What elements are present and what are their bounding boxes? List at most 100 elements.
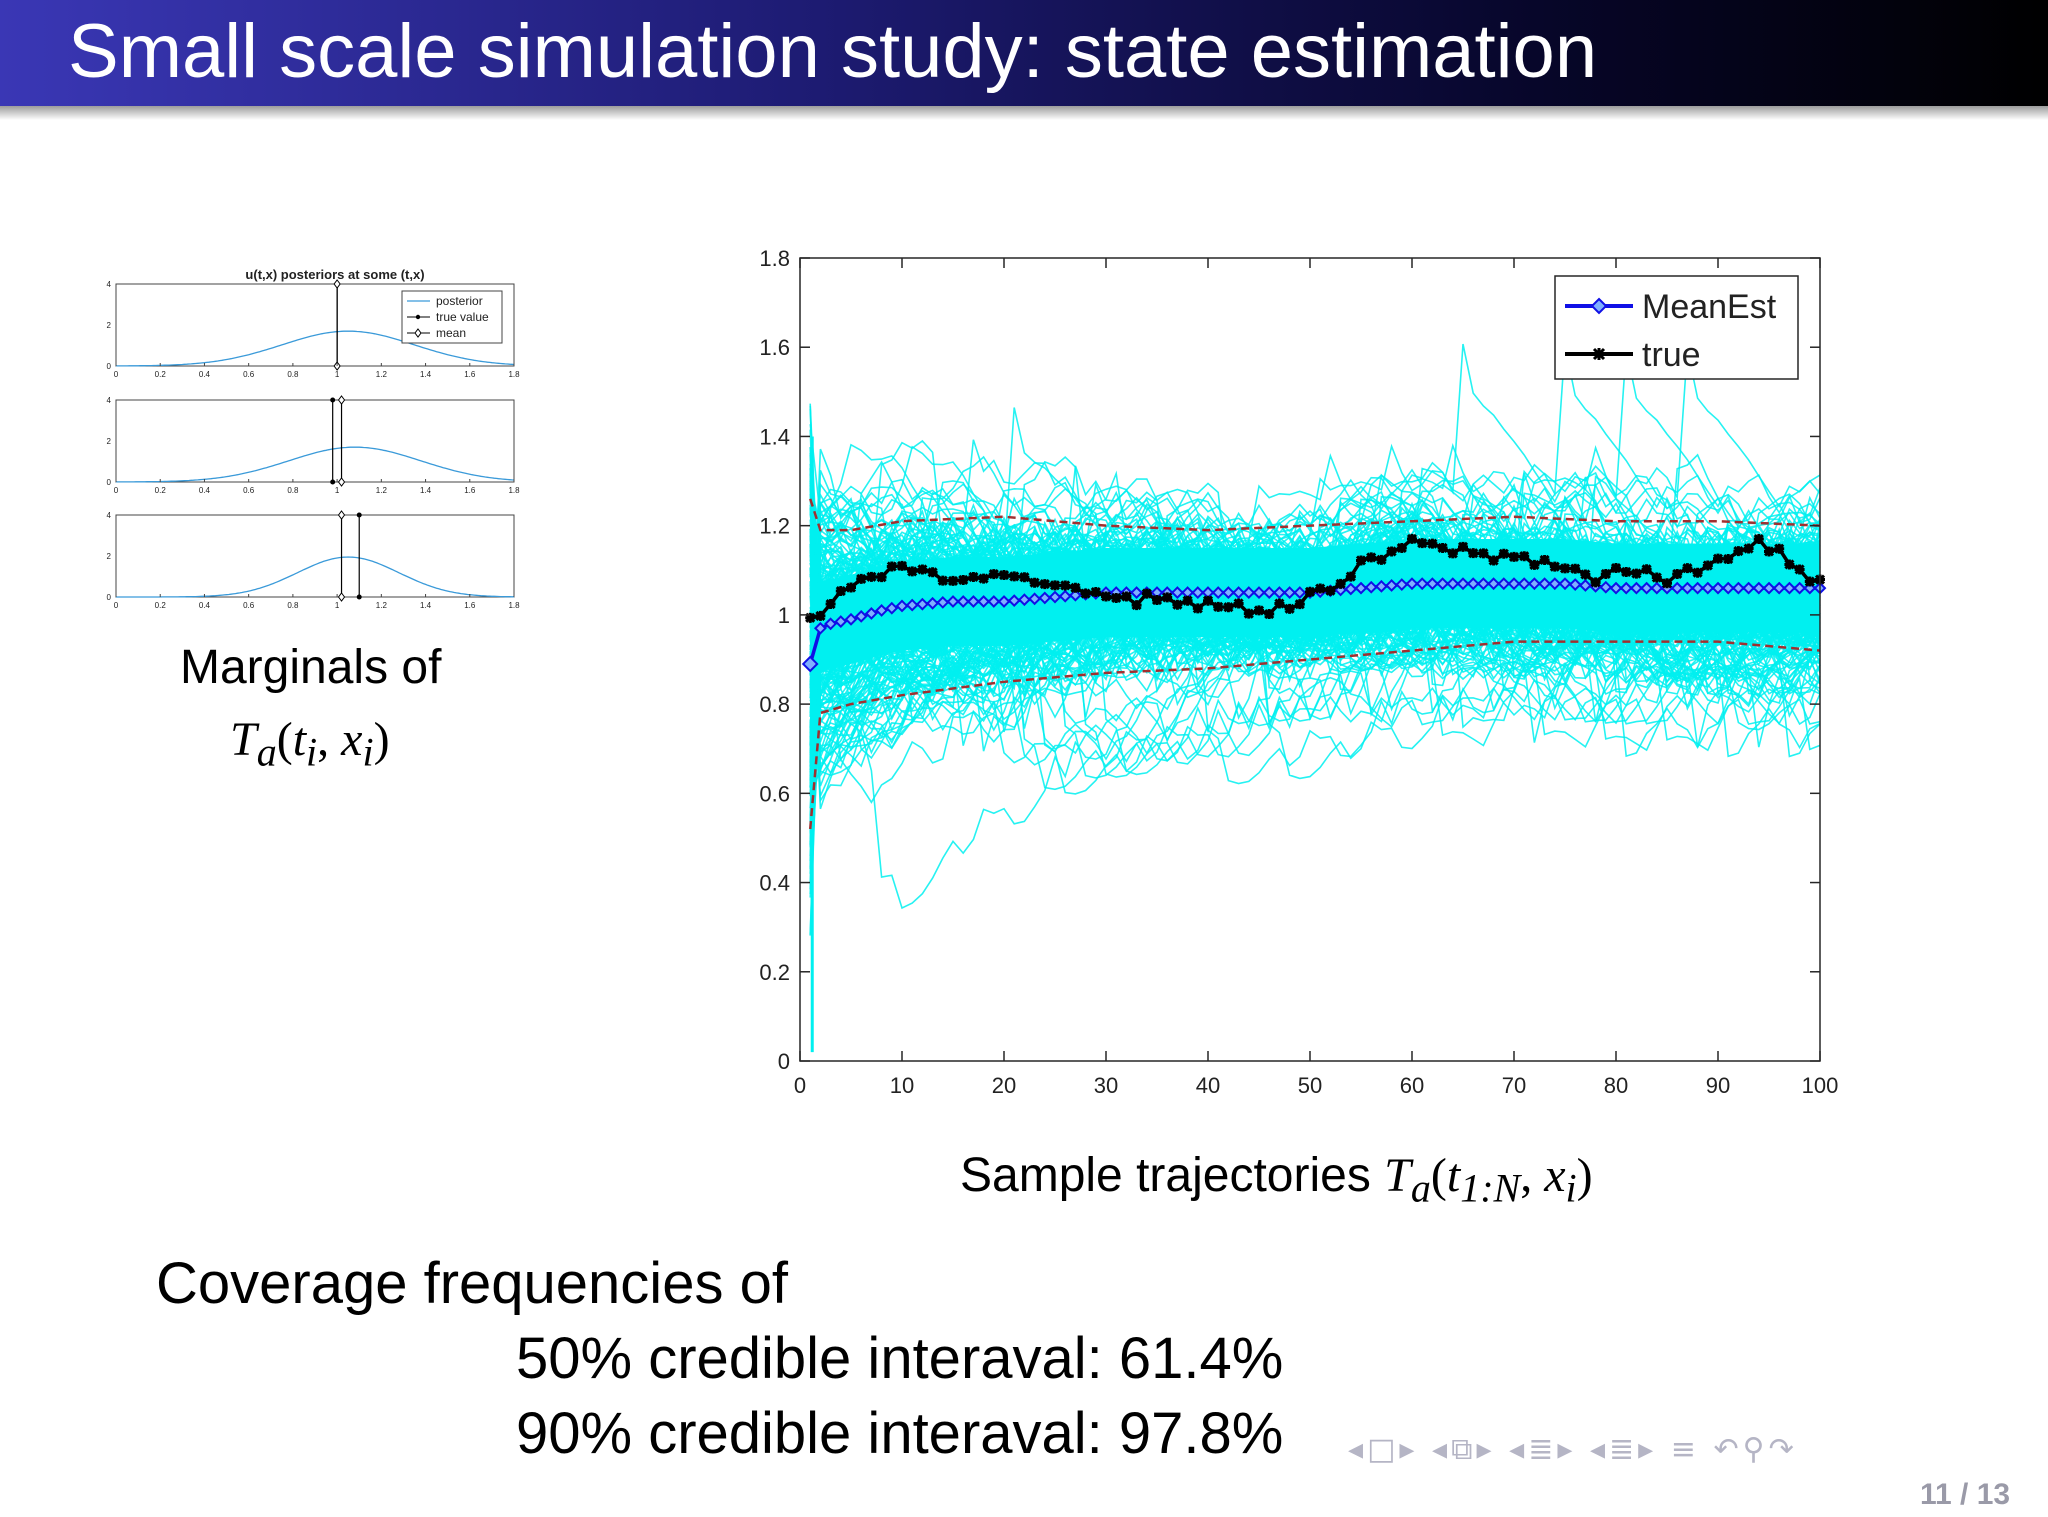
- nav-prev-section-icon[interactable]: ◂: [1509, 1432, 1529, 1467]
- meanest-point: [1191, 586, 1205, 599]
- true-point: [1427, 538, 1438, 549]
- true-point: [1723, 553, 1734, 565]
- posterior-subplot: 0 0.2 0.4 0.6 0.8 1 1.2 1.4 1.6 1.8 0 2 4: [107, 395, 520, 495]
- small-y-tick-label: 0: [107, 362, 112, 371]
- subplot-box: [115, 399, 515, 483]
- true-point: [1049, 580, 1061, 591]
- true-point: [1202, 595, 1214, 606]
- meanest-point: [1680, 581, 1694, 595]
- meanest-point: [1497, 577, 1511, 591]
- nav-next-frame-icon[interactable]: ▸: [1399, 1432, 1419, 1467]
- marginals-caption-math: Ta(ti, xi): [230, 712, 390, 776]
- true-point: [1641, 564, 1652, 575]
- true-point: [1702, 560, 1713, 571]
- math-sub-i-right: i: [1565, 1165, 1577, 1211]
- coverage-50: 50% credible interaval: 61.4%: [516, 1326, 1284, 1391]
- nav-frame-icon[interactable]: □: [1367, 1432, 1400, 1467]
- nav-search-icon[interactable]: ⚲: [1742, 1432, 1769, 1467]
- meanest-point: [1782, 581, 1796, 595]
- math-t: t: [292, 713, 307, 766]
- small-legend-mean-marker: [414, 328, 422, 338]
- true-point: [1753, 533, 1764, 545]
- small-x-tick-label: 1.4: [420, 486, 432, 495]
- true-point: [1468, 548, 1479, 559]
- meanest-point: [1538, 577, 1552, 591]
- slide-header-bar: [0, 0, 2048, 106]
- nav-forward-icon[interactable]: ↷: [1768, 1432, 1798, 1467]
- true-point: [1478, 548, 1489, 559]
- nav-prev-page-icon[interactable]: ◂: [1589, 1432, 1609, 1467]
- meanest-point: [1691, 581, 1705, 595]
- true-point: [1223, 602, 1234, 613]
- small-x-tick-label: 0.6: [243, 601, 255, 610]
- x-tick-label: 90: [1706, 1073, 1730, 1098]
- true-point: [1253, 605, 1265, 616]
- meanest-point: [1772, 581, 1786, 595]
- meanest-point: [1711, 581, 1725, 595]
- math-T-right: T: [1384, 1149, 1411, 1202]
- y-tick-label: 0.8: [759, 692, 790, 717]
- true-point: [1396, 542, 1407, 554]
- y-tick-label: 1.4: [759, 424, 790, 449]
- nav-prev-subsection-icon[interactable]: ◂: [1432, 1432, 1452, 1467]
- meanest-point: [1007, 594, 1021, 608]
- nav-next-section-icon[interactable]: ▸: [1557, 1432, 1577, 1467]
- true-point: [1182, 595, 1193, 606]
- small-x-tick-label: 0.4: [199, 486, 211, 495]
- true-point: [1743, 543, 1754, 554]
- true-point: [1100, 591, 1112, 602]
- meanest-point: [1609, 581, 1623, 595]
- true-point: [1794, 564, 1805, 575]
- y-tick-label: 1: [778, 603, 790, 628]
- meanest-point: [1252, 586, 1266, 599]
- small-x-tick-label: 1.8: [508, 486, 520, 495]
- meanest-point: [1017, 593, 1031, 607]
- meanest-point: [1507, 577, 1521, 591]
- small-x-tick-label: 0: [114, 370, 119, 379]
- nav-section-icon[interactable]: ≣: [1528, 1432, 1558, 1467]
- trajectories-caption: Sample trajectories Ta(t1:N, xi): [960, 1148, 1593, 1212]
- meanest-point: [1742, 581, 1756, 595]
- meanest-point: [1262, 586, 1276, 599]
- posterior-marginals-chart: u(t,x) posteriors at some (t,x) 0 0.2 0.4 0.…: [107, 267, 521, 610]
- nav-prev-frame-icon[interactable]: ◂: [1348, 1432, 1368, 1467]
- meanest-point: [1415, 577, 1429, 591]
- meanest-point: [1548, 577, 1562, 591]
- subplot-box: [115, 514, 515, 598]
- nav-outline-icon[interactable]: ≡: [1670, 1432, 1700, 1467]
- meanest-point: [977, 595, 991, 608]
- math-open-paren-right: (: [1430, 1149, 1447, 1202]
- true-point: [1376, 554, 1387, 565]
- true-point: [1672, 568, 1683, 580]
- small-legend-true-marker: [415, 314, 421, 320]
- lower-credible-band: [808, 640, 1821, 830]
- meanest-point: [1558, 577, 1572, 591]
- legend-true-label: true: [1642, 336, 1701, 374]
- y-tick-label: 1.2: [759, 514, 790, 539]
- nav-next-page-icon[interactable]: ▸: [1638, 1432, 1658, 1467]
- math-comma-right: ,: [1520, 1149, 1545, 1202]
- marginals-caption: Marginals of: [180, 640, 441, 695]
- nav-subsection-icon[interactable]: ⧉: [1451, 1432, 1477, 1467]
- meanest-point: [1487, 577, 1501, 591]
- true-point: [1610, 562, 1622, 574]
- meanest-point: [885, 601, 899, 615]
- nav-back-icon[interactable]: ↶: [1713, 1432, 1743, 1467]
- true-point: [1661, 578, 1673, 589]
- small-x-tick-label: 1.4: [420, 601, 432, 610]
- meanest-point: [864, 606, 878, 620]
- meanest-point: [1568, 578, 1582, 591]
- meanest-point: [946, 595, 960, 608]
- true-point: [1090, 586, 1101, 598]
- meanest-point: [1476, 577, 1490, 591]
- true-point: [1763, 546, 1775, 557]
- nav-page-icon[interactable]: ≣: [1609, 1432, 1639, 1467]
- small-legend-posterior-label: posterior: [436, 294, 483, 308]
- true-point: [845, 582, 857, 593]
- true-point: [988, 569, 999, 580]
- meanest-point: [1436, 577, 1450, 591]
- true-point: [1325, 585, 1336, 596]
- x-tick-label: 10: [890, 1073, 914, 1098]
- true-point: [896, 560, 908, 571]
- nav-next-subsection-icon[interactable]: ▸: [1476, 1432, 1496, 1467]
